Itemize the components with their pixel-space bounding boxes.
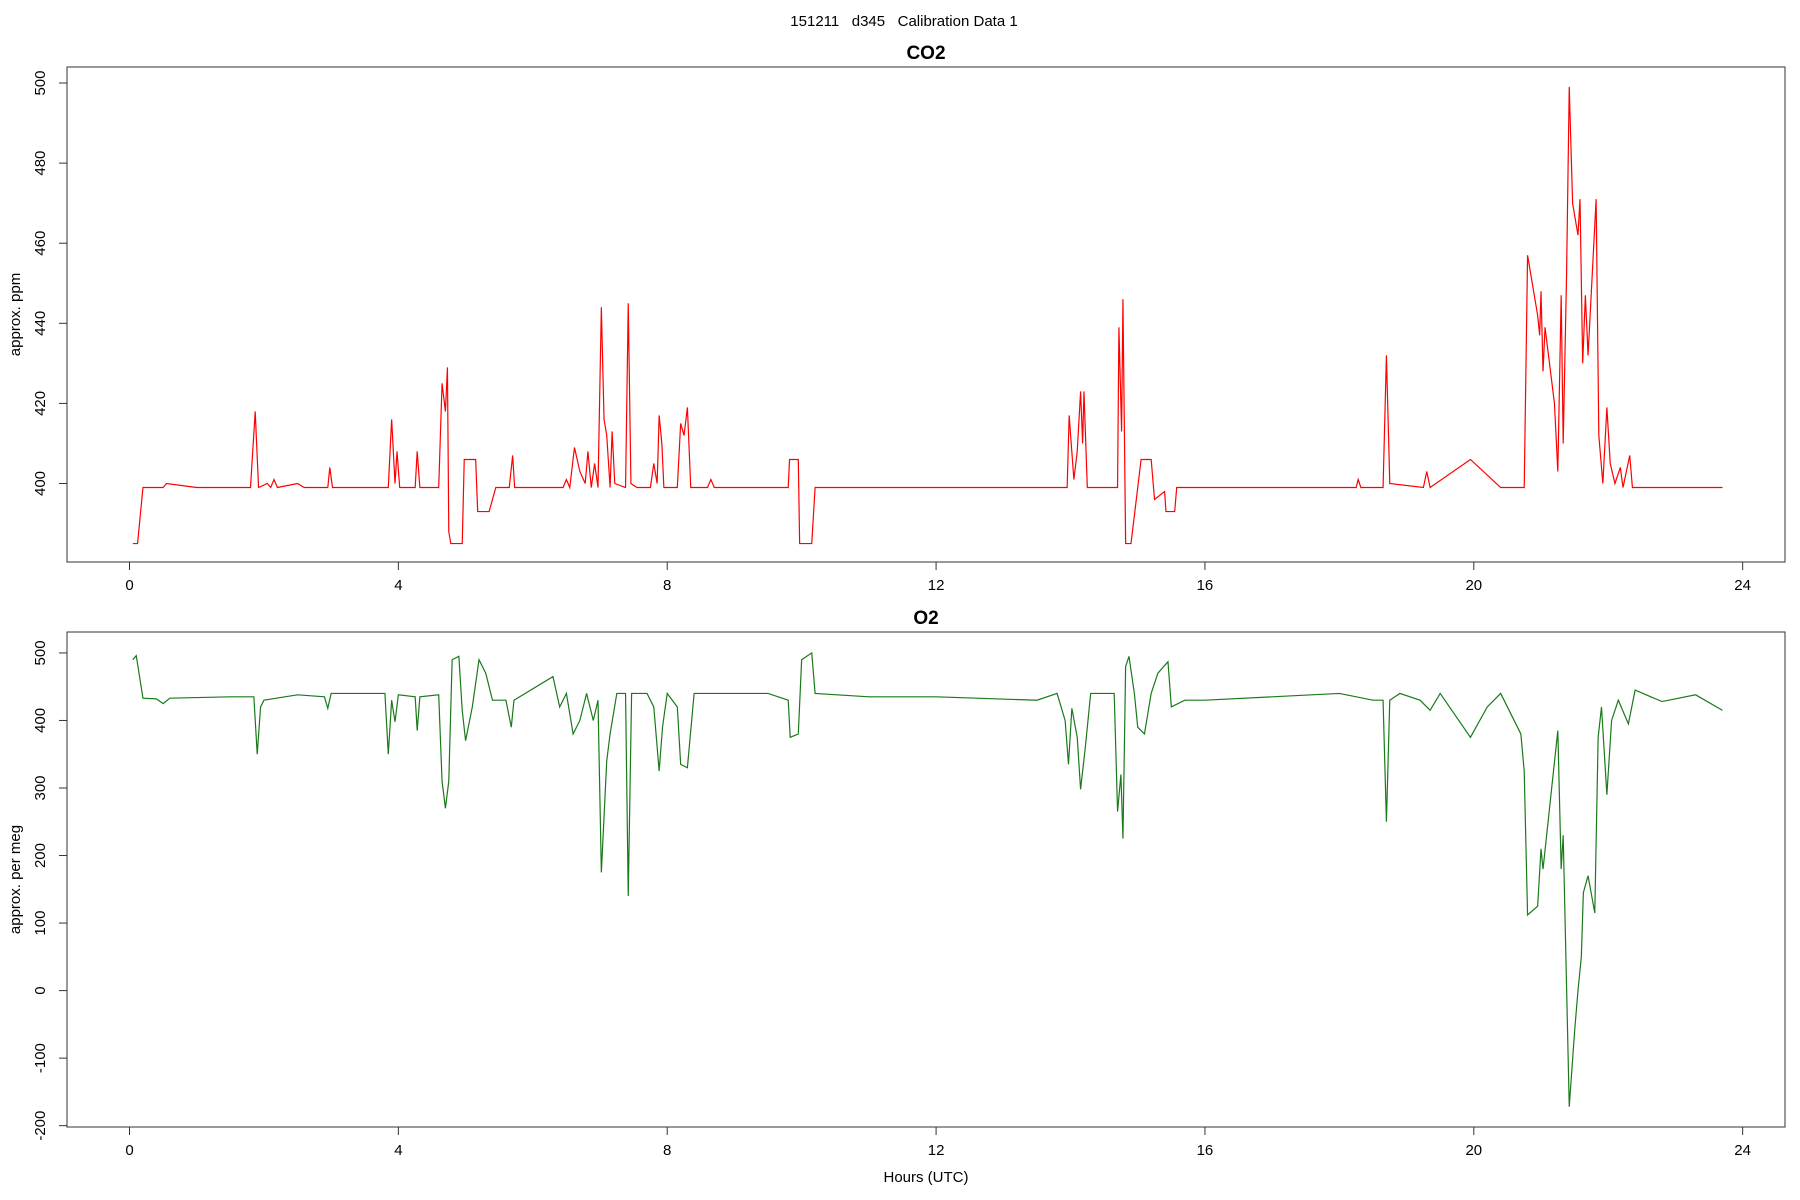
plot-frame — [66, 66, 1786, 563]
y-axis-label: approx. per meg — [7, 825, 24, 934]
x-tick-label: 20 — [1465, 577, 1482, 594]
y-tick-label: 200 — [32, 843, 49, 868]
x-tick-label: 12 — [928, 1142, 945, 1159]
data-line — [132, 87, 1723, 545]
x-axis-label: Hours (UTC) — [884, 1169, 969, 1186]
y-tick-label: 420 — [32, 391, 49, 416]
y-tick-label: 500 — [32, 71, 49, 96]
x-tick-label: 20 — [1465, 1142, 1482, 1159]
x-tick-label: 4 — [394, 577, 402, 594]
x-tick-label: 16 — [1197, 577, 1214, 594]
x-tick-label: 16 — [1197, 1142, 1214, 1159]
y-tick-label: -100 — [32, 1043, 49, 1073]
y-tick-label: 0 — [32, 986, 49, 994]
x-tick-label: 0 — [125, 577, 133, 594]
x-tick-label: 24 — [1734, 1142, 1751, 1159]
y-tick-label: 500 — [32, 640, 49, 665]
y-axis-label: approx. ppm — [7, 273, 24, 356]
x-tick-label: 8 — [663, 1142, 671, 1159]
x-tick-label: 4 — [394, 1142, 402, 1159]
y-tick-label: 100 — [32, 911, 49, 936]
x-tick-label: 8 — [663, 577, 671, 594]
y-tick-label: 480 — [32, 151, 49, 176]
y-tick-label: 400 — [32, 471, 49, 496]
y-tick-label: -200 — [32, 1111, 49, 1141]
chart-title: CO2 — [906, 43, 945, 64]
y-tick-label: 400 — [32, 708, 49, 733]
x-tick-label: 0 — [125, 1142, 133, 1159]
y-tick-label: 440 — [32, 311, 49, 336]
figure-title: 151211 d345 Calibration Data 1 — [790, 13, 1017, 30]
y-tick-label: 460 — [32, 231, 49, 256]
x-tick-label: 12 — [928, 577, 945, 594]
data-line — [132, 651, 1723, 1107]
y-tick-label: 300 — [32, 775, 49, 800]
x-tick-label: 24 — [1734, 577, 1751, 594]
plot-frame — [66, 631, 1786, 1128]
chart-title: O2 — [913, 608, 938, 629]
